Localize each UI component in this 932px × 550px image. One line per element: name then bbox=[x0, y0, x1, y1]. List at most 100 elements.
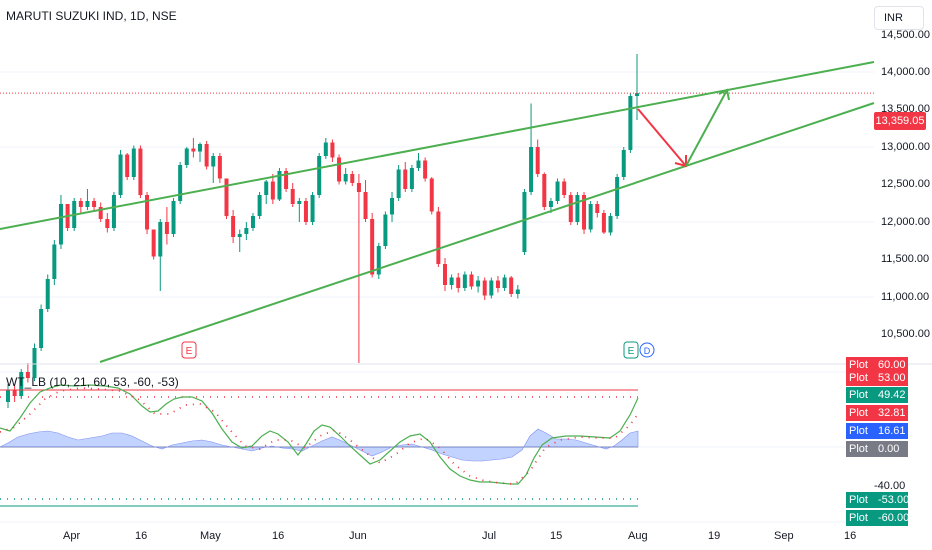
candle bbox=[297, 198, 302, 222]
plot-name: Plot bbox=[849, 359, 868, 371]
candle bbox=[635, 54, 639, 120]
wt-line-fast bbox=[0, 384, 639, 485]
candle bbox=[310, 192, 315, 225]
time-axis-label: Sep bbox=[774, 530, 794, 542]
candle bbox=[25, 363, 30, 383]
candle bbox=[178, 162, 183, 204]
plot-name: Plot bbox=[849, 407, 868, 419]
event-marker-label: E bbox=[628, 346, 635, 357]
plot-name: Plot bbox=[849, 512, 868, 524]
candle bbox=[98, 202, 103, 222]
candle bbox=[317, 153, 322, 198]
candle bbox=[562, 178, 567, 198]
candle bbox=[118, 150, 123, 198]
candle bbox=[138, 145, 143, 198]
time-axis-label: 16 bbox=[844, 530, 857, 542]
candle bbox=[65, 204, 70, 231]
candle bbox=[608, 213, 613, 236]
candle bbox=[204, 141, 209, 170]
time-axis-label: 15 bbox=[550, 530, 563, 542]
indicator-axis-label: -40.00 bbox=[874, 480, 906, 492]
symbol-title[interactable]: MARUTI SUZUKI IND, 1D, NSE bbox=[6, 9, 177, 23]
candle bbox=[436, 207, 441, 267]
plot-value-label: Plot 16.61 bbox=[846, 423, 908, 439]
candle bbox=[628, 93, 633, 153]
candle bbox=[264, 180, 269, 204]
candle bbox=[105, 213, 110, 233]
candle bbox=[52, 240, 57, 285]
indicator-title[interactable]: WT_LB (10, 21, 60, 53, -60, -53) bbox=[6, 375, 179, 389]
plot-value-label: Plot 0.00 bbox=[846, 441, 908, 457]
time-axis-label: Jul bbox=[482, 530, 497, 542]
candle bbox=[423, 157, 428, 182]
projection-arrow-down[interactable] bbox=[637, 108, 687, 168]
candle bbox=[509, 276, 514, 297]
event-marker-earnings[interactable]: E bbox=[181, 341, 197, 359]
candle bbox=[224, 178, 229, 219]
event-marker-label: D bbox=[644, 346, 651, 356]
trendline-lower[interactable] bbox=[99, 102, 875, 363]
plot-value-label: Plot -53.00 bbox=[846, 492, 909, 508]
candle bbox=[429, 177, 434, 215]
plot-name: Plot bbox=[849, 372, 868, 384]
candle bbox=[356, 174, 361, 363]
candle bbox=[615, 174, 620, 219]
time-axis-label: 16 bbox=[272, 530, 285, 542]
candle bbox=[284, 168, 289, 192]
plot-value: -60.00 bbox=[878, 512, 910, 524]
candle bbox=[495, 276, 500, 293]
price-axis-label: 13,000.00 bbox=[881, 141, 930, 153]
candle bbox=[476, 276, 481, 293]
candle bbox=[621, 147, 626, 180]
candle bbox=[58, 195, 63, 249]
candle bbox=[92, 198, 97, 210]
price-axis-label: 12,500.00 bbox=[881, 178, 930, 190]
candle bbox=[277, 168, 282, 201]
event-marker-dividend[interactable]: D bbox=[639, 342, 655, 358]
candle bbox=[456, 273, 461, 293]
candle bbox=[337, 154, 342, 185]
wt-signal-dots bbox=[0, 387, 639, 485]
candle bbox=[575, 192, 580, 225]
candle bbox=[568, 192, 573, 225]
plot-value: 16.61 bbox=[878, 425, 906, 437]
candle bbox=[290, 183, 295, 207]
candle bbox=[32, 343, 37, 381]
event-marker-earnings[interactable]: E bbox=[623, 341, 639, 359]
candle bbox=[535, 139, 540, 177]
candle bbox=[595, 201, 600, 218]
candle bbox=[158, 219, 163, 291]
candle bbox=[145, 192, 150, 234]
candle bbox=[582, 192, 587, 234]
candle bbox=[184, 147, 189, 168]
candle bbox=[396, 165, 401, 201]
candle bbox=[403, 162, 408, 192]
candle bbox=[270, 174, 275, 204]
currency-selector[interactable]: INR bbox=[874, 6, 924, 30]
candle bbox=[442, 258, 447, 291]
projection-arrow-up[interactable] bbox=[685, 88, 730, 167]
plot-value: 53.00 bbox=[878, 372, 906, 384]
candle bbox=[78, 198, 83, 213]
price-axis-label: 12,000.00 bbox=[881, 216, 930, 228]
candle bbox=[522, 189, 527, 255]
time-axis-label: 16 bbox=[135, 530, 148, 542]
candle bbox=[370, 213, 375, 278]
candle bbox=[171, 198, 176, 237]
plot-value: 49.42 bbox=[878, 389, 906, 401]
candle bbox=[111, 192, 116, 231]
last-price-tag[interactable]: 13,359.05 bbox=[874, 112, 926, 130]
trendline-upper[interactable] bbox=[0, 61, 875, 230]
candle bbox=[390, 192, 395, 222]
price-axis-label: 11,500.00 bbox=[881, 253, 930, 265]
candle bbox=[529, 103, 534, 195]
time-axis-label: May bbox=[200, 530, 221, 542]
plot-name: Plot bbox=[849, 494, 868, 506]
candle bbox=[515, 285, 520, 299]
candle bbox=[12, 384, 17, 402]
candle bbox=[383, 211, 388, 249]
candle bbox=[462, 271, 467, 291]
candle bbox=[588, 201, 593, 233]
price-axis-label: 10,500.00 bbox=[881, 328, 930, 340]
